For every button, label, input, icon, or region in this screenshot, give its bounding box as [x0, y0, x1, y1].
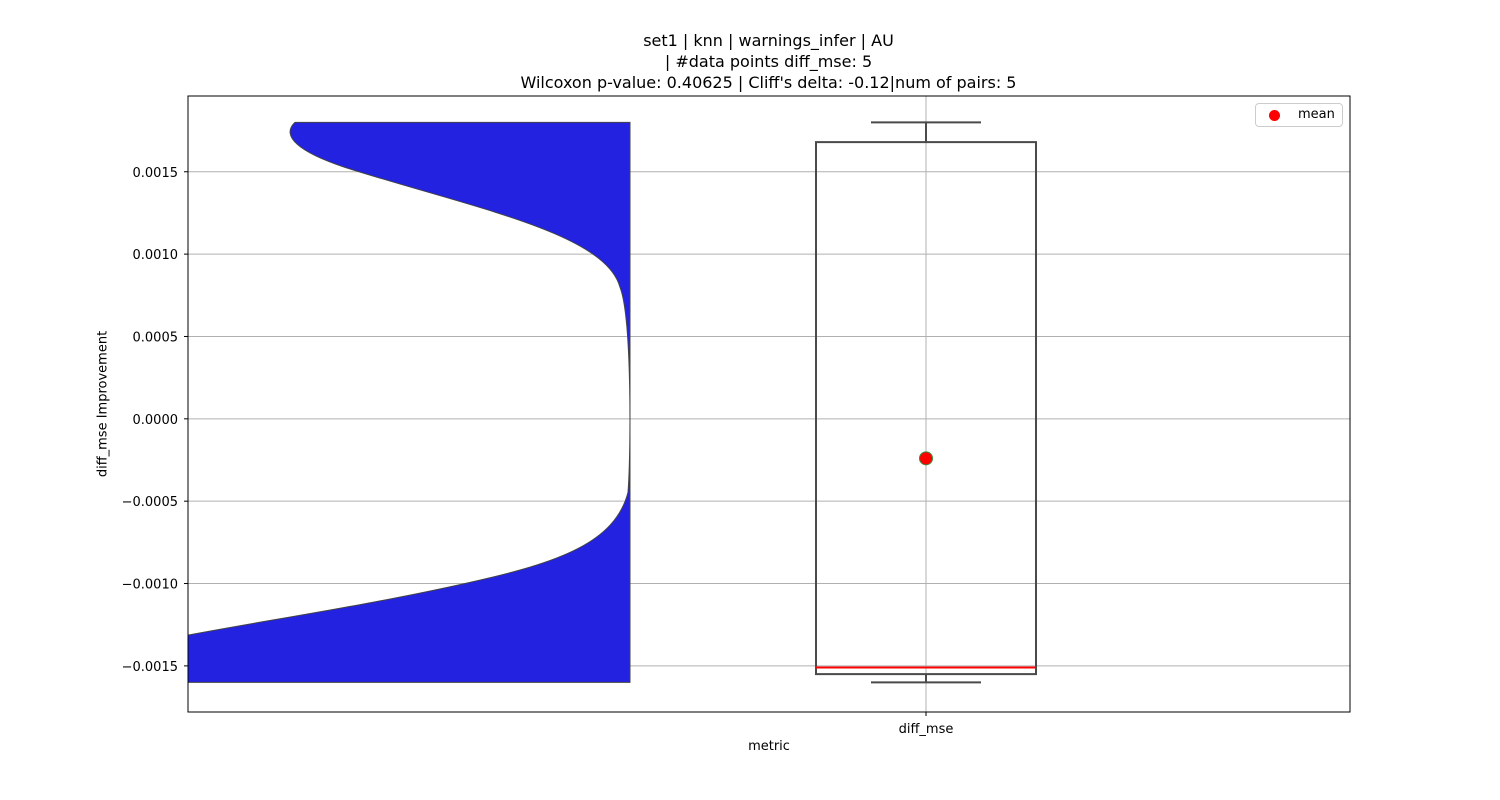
y-tick-label: 0.0015 — [133, 166, 179, 181]
y-tick-label: −0.0010 — [122, 578, 178, 593]
x-axis-label: metric — [748, 739, 790, 754]
title-line-1: set1 | knn | warnings_infer | AU — [643, 31, 894, 50]
title-line-2: | #data points diff_mse: 5 — [664, 52, 873, 71]
y-tick-label: 0.0000 — [133, 413, 179, 428]
y-tick-label: 0.0010 — [133, 248, 179, 263]
mean-marker — [919, 451, 933, 466]
legend-mean-label: mean — [1298, 107, 1335, 122]
y-tick-label: 0.0005 — [133, 330, 179, 345]
legend: mean — [1255, 103, 1343, 127]
title-line-3: Wilcoxon p-value: 0.40625 | Cliff's delt… — [520, 73, 1017, 92]
y-axis-label: diff_mse Improvement — [95, 330, 111, 478]
y-tick-label: −0.0005 — [122, 495, 178, 510]
axes-frame — [187, 95, 1351, 713]
axis-layer: −0.0015 −0.0010 −0.0005 0.0000 0.0005 0.0010 0… — [122, 95, 1351, 737]
x-tick-label: diff_mse — [899, 722, 954, 737]
legend-mean-marker — [1269, 110, 1280, 121]
y-tick-label: −0.0015 — [122, 660, 178, 675]
violin-diff_mse — [188, 121, 631, 683]
violin-layer — [188, 121, 631, 683]
box-layer — [815, 121, 1037, 684]
